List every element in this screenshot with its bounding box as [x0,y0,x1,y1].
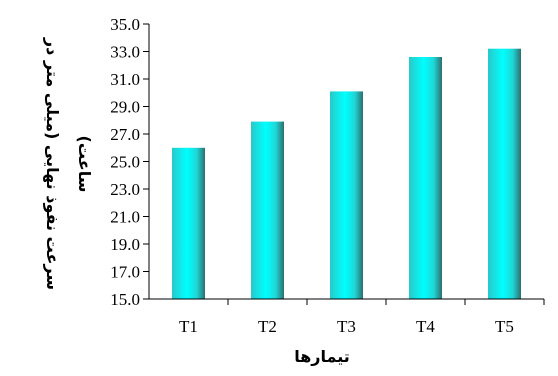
bar-t4 [409,57,442,299]
x-tick-labels: T1 T2 T3 T4 T5 [179,317,514,336]
y-tick-labels: 15.0 17.0 19.0 21.0 23.0 25.0 27.0 29.0 31.0 33.0… [110,15,140,309]
y-tick-label: 17.0 [110,263,140,282]
y-tick-label: 27.0 [110,125,140,144]
y-tick-label: 19.0 [110,235,140,254]
bar-t3 [330,91,363,300]
y-tick-label: 25.0 [110,153,140,172]
x-axis-title: تیمارها [294,347,350,366]
y-axis-title-line-1: سرعت نفوذ نهایی (میلی متر در [43,37,62,290]
axes [143,23,545,305]
y-axis-title: سرعت نفوذ نهایی (میلی متر در ساعت) [43,37,94,290]
bar-series [172,48,521,300]
x-tick-label: T2 [258,317,277,336]
x-tick-label: T3 [337,317,356,336]
y-tick-label: 33.0 [110,43,140,62]
x-tick-label: T1 [179,317,198,336]
bar-t2 [251,121,284,299]
y-tick-label: 35.0 [110,15,140,34]
y-axis-title-line-2: ساعت) [75,136,94,193]
y-tick-label: 31.0 [110,70,140,89]
y-tick-label: 15.0 [110,290,140,309]
y-tick-label: 21.0 [110,208,140,227]
x-tick-label: T5 [495,317,514,336]
y-tick-label: 29.0 [110,98,140,117]
bar-t5 [488,48,521,300]
y-tick-label: 23.0 [110,180,140,199]
bar-t1 [172,147,205,300]
x-tick-label: T4 [416,317,435,336]
